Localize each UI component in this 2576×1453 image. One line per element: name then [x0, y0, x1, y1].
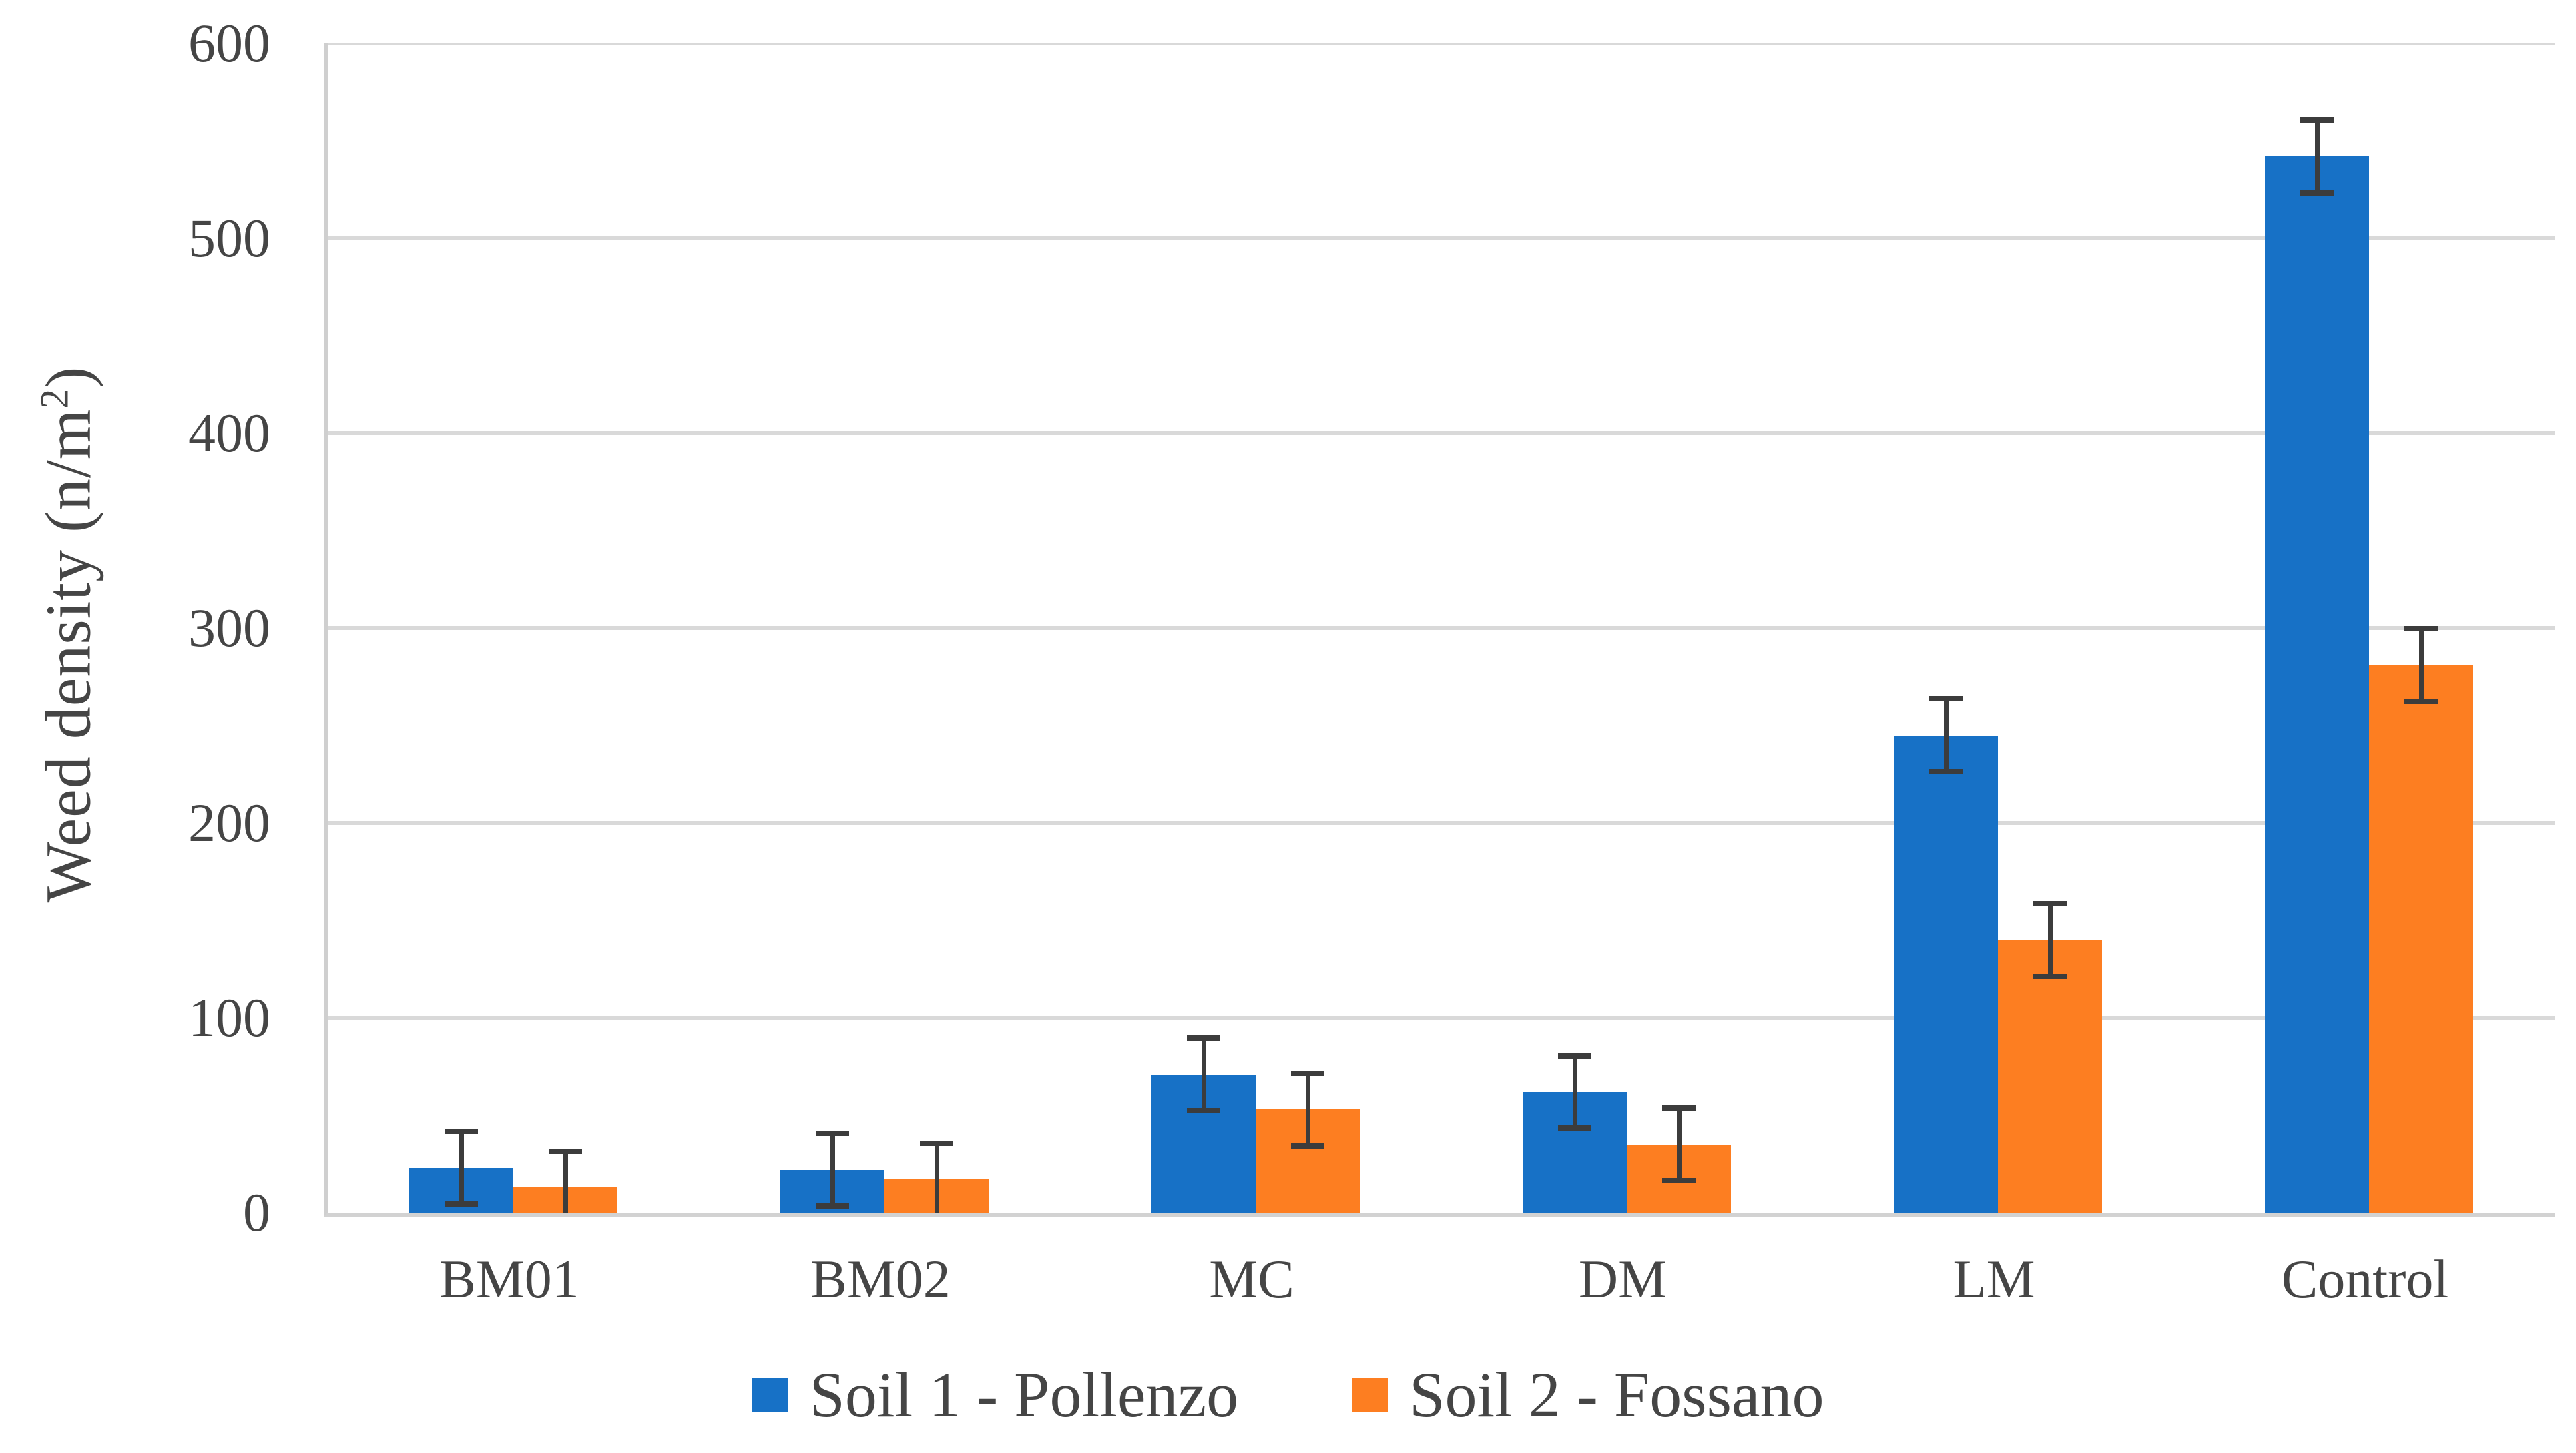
- error-cap-top-MC-series2: [1291, 1070, 1324, 1076]
- error-bar-BM01-series1: [459, 1129, 464, 1207]
- error-bar-DM-series1: [1572, 1053, 1577, 1131]
- error-cap-bottom-LM-series2: [2033, 973, 2067, 979]
- error-cap-bottom-LM-series1: [1929, 769, 1963, 774]
- error-bar-LM-series1: [1943, 696, 1949, 774]
- error-cap-top-BM02-series1: [816, 1131, 849, 1137]
- error-cap-bottom-MC-series2: [1291, 1143, 1324, 1149]
- error-bar-BM02-series2: [934, 1140, 939, 1213]
- error-cap-top-DM-series2: [1662, 1105, 1696, 1111]
- bar-LM-series2: [1998, 940, 2102, 1213]
- y-tick-label-500: 500: [188, 208, 270, 268]
- y-tick-label-600: 600: [188, 13, 270, 73]
- error-cap-bottom-Control-series2: [2404, 698, 2438, 704]
- bar-Control-series2: [2369, 665, 2473, 1213]
- x-category-label-MC: MC: [1209, 1249, 1294, 1310]
- legend-item-series2: Soil 2 - Fossano: [1352, 1358, 1824, 1432]
- error-cap-bottom-DM-series2: [1662, 1178, 1696, 1184]
- bar-LM-series1: [1894, 735, 1998, 1213]
- error-cap-top-BM02-series2: [920, 1140, 953, 1146]
- x-category-label-BM01: BM01: [439, 1249, 579, 1310]
- error-bar-Control-series1: [2314, 117, 2320, 196]
- gridline-y400: [328, 431, 2555, 435]
- y-tick-label-300: 300: [188, 597, 270, 658]
- legend-item-series1: Soil 1 - Pollenzo: [752, 1358, 1238, 1432]
- error-cap-bottom-Control-series1: [2300, 190, 2334, 196]
- legend-label-series1: Soil 1 - Pollenzo: [809, 1359, 1239, 1430]
- gridline-y500: [328, 236, 2555, 240]
- legend-swatch-icon: [752, 1378, 788, 1412]
- bar-group-BM01: [328, 43, 699, 1213]
- bar-group-LM: [1812, 43, 2183, 1213]
- error-bar-DM-series2: [1676, 1105, 1682, 1184]
- error-cap-bottom-BM01-series1: [445, 1201, 478, 1207]
- error-bar-MC-series2: [1305, 1070, 1310, 1149]
- legend-label-series2: Soil 2 - Fossano: [1409, 1359, 1824, 1430]
- error-cap-top-BM01-series2: [549, 1148, 582, 1154]
- plot-area: [324, 43, 2555, 1217]
- y-tick-label-200: 200: [188, 792, 270, 853]
- chart-legend: Soil 1 - Pollenzo Soil 2 - Fossano: [0, 1358, 2576, 1432]
- error-cap-bottom-DM-series1: [1558, 1125, 1591, 1131]
- bar-group-MC: [1070, 43, 1441, 1213]
- gridline-y200: [328, 821, 2555, 825]
- error-bar-MC-series1: [1201, 1035, 1206, 1114]
- gridline-y100: [328, 1016, 2555, 1020]
- error-bar-LM-series2: [2047, 900, 2053, 979]
- error-cap-top-LM-series2: [2033, 900, 2067, 906]
- y-tick-label-0: 0: [243, 1182, 270, 1243]
- bar-group-DM: [1441, 43, 1812, 1213]
- error-bar-Control-series2: [2418, 626, 2424, 704]
- error-cap-top-MC-series1: [1187, 1035, 1220, 1041]
- error-cap-top-Control-series2: [2404, 626, 2438, 632]
- x-category-label-BM02: BM02: [810, 1249, 951, 1310]
- error-cap-top-BM01-series1: [445, 1129, 478, 1135]
- error-cap-bottom-MC-series1: [1187, 1108, 1220, 1114]
- error-bar-BM02-series1: [830, 1131, 835, 1209]
- y-tick-label-100: 100: [188, 987, 270, 1048]
- x-category-label-LM: LM: [1953, 1249, 2035, 1310]
- x-category-label-DM: DM: [1578, 1249, 1667, 1310]
- y-tick-label-400: 400: [188, 402, 270, 463]
- bar-group-BM02: [699, 43, 1070, 1213]
- gridline-y300: [328, 626, 2555, 630]
- error-cap-bottom-BM02-series1: [816, 1203, 849, 1209]
- error-bar-BM01-series2: [563, 1148, 568, 1213]
- error-cap-top-LM-series1: [1929, 696, 1963, 702]
- bar-Control-series1: [2265, 156, 2369, 1213]
- gridline-y600: [328, 43, 2555, 45]
- error-cap-top-DM-series1: [1558, 1053, 1591, 1059]
- bar-group-Control: [2183, 43, 2555, 1213]
- x-category-label-Control: Control: [2281, 1249, 2449, 1310]
- error-cap-bottom-BM02-series2: [920, 1213, 953, 1217]
- legend-swatch-icon: [1352, 1378, 1388, 1412]
- error-cap-top-Control-series1: [2300, 117, 2334, 123]
